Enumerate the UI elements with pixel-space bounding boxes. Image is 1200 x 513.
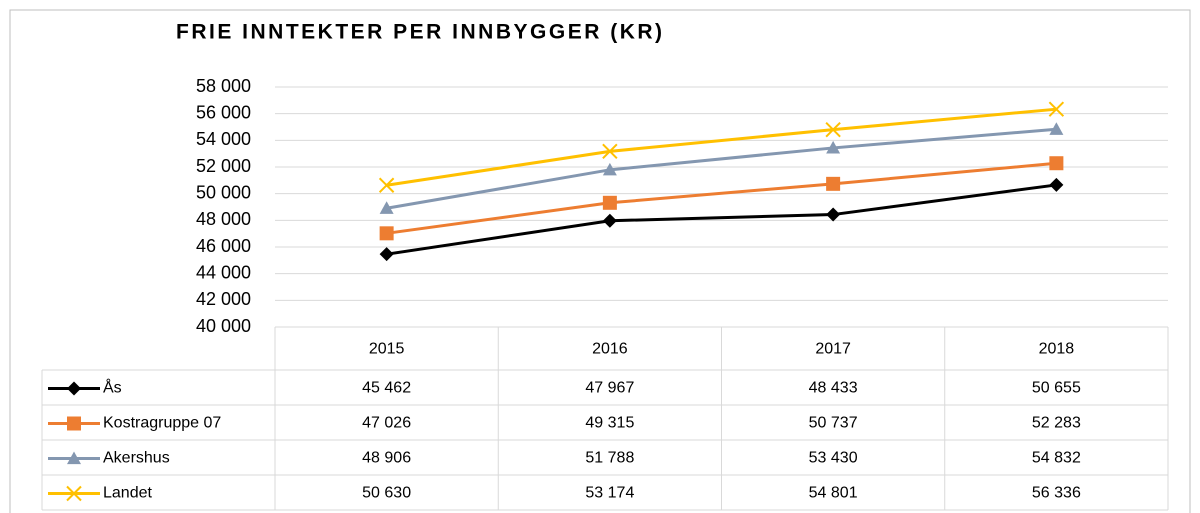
- y-tick-label: 50 000: [196, 182, 251, 202]
- legend-marker: [67, 451, 81, 465]
- y-tick-label: 40 000: [196, 316, 251, 336]
- table-value: 54 832: [1032, 450, 1081, 467]
- legend-marker: [67, 416, 81, 431]
- legend-label: Kostragruppe 07: [103, 415, 221, 432]
- marker: [602, 213, 617, 228]
- table-value: 53 430: [809, 450, 858, 467]
- chart-title: FRIE INNTEKTER PER INNBYGGER (KR): [176, 21, 665, 44]
- marker: [826, 207, 841, 222]
- table-value: 56 336: [1032, 485, 1081, 502]
- y-tick-label: 48 000: [196, 209, 251, 229]
- chart-frame: [9, 9, 1191, 513]
- table-value: 47 026: [362, 415, 411, 432]
- table-value: 48 906: [362, 450, 411, 467]
- table-value: 50 655: [1032, 380, 1081, 397]
- marker: [825, 121, 841, 138]
- marker: [379, 247, 394, 262]
- marker: [378, 177, 395, 193]
- marker: [1049, 122, 1064, 135]
- x-tick-label: 2018: [1039, 341, 1075, 358]
- legend-label: Akershus: [103, 450, 170, 467]
- series-line: [386, 183, 1057, 256]
- y-tick-label: 52 000: [196, 156, 251, 176]
- table-value: 50 630: [362, 485, 411, 502]
- x-tick-label: 2015: [369, 341, 405, 358]
- series-line: [386, 161, 1057, 235]
- x-tick-label: 2016: [592, 341, 628, 358]
- table-value: 53 174: [585, 485, 634, 502]
- marker: [602, 162, 617, 176]
- table-value: 47 967: [585, 380, 634, 397]
- table-value: 50 737: [809, 415, 858, 432]
- legend-marker: [67, 381, 81, 396]
- table-value: 54 801: [809, 485, 858, 502]
- marker: [1049, 177, 1064, 192]
- marker: [826, 140, 841, 154]
- series-line: [386, 107, 1057, 187]
- marker: [379, 226, 394, 241]
- legend-marker: [66, 485, 82, 502]
- y-tick-label: 56 000: [196, 102, 251, 122]
- series-line: [386, 127, 1057, 210]
- y-tick-label: 58 000: [196, 76, 251, 96]
- legend-label: Landet: [103, 485, 152, 502]
- table-value: 51 788: [585, 450, 634, 467]
- x-tick-label: 2017: [815, 341, 851, 358]
- table-value: 48 433: [809, 380, 858, 397]
- marker: [379, 201, 394, 214]
- marker: [826, 176, 841, 191]
- marker: [602, 143, 618, 160]
- marker: [602, 195, 617, 210]
- legend-label: Ås: [103, 378, 122, 397]
- y-tick-label: 42 000: [196, 289, 251, 309]
- marker: [1049, 156, 1064, 171]
- table-value: 52 283: [1032, 415, 1081, 432]
- table-value: 45 462: [362, 380, 411, 397]
- y-tick-label: 46 000: [196, 236, 251, 256]
- marker: [1048, 101, 1065, 117]
- y-tick-label: 44 000: [196, 262, 251, 282]
- y-tick-label: 54 000: [196, 129, 251, 149]
- table-value: 49 315: [585, 415, 634, 432]
